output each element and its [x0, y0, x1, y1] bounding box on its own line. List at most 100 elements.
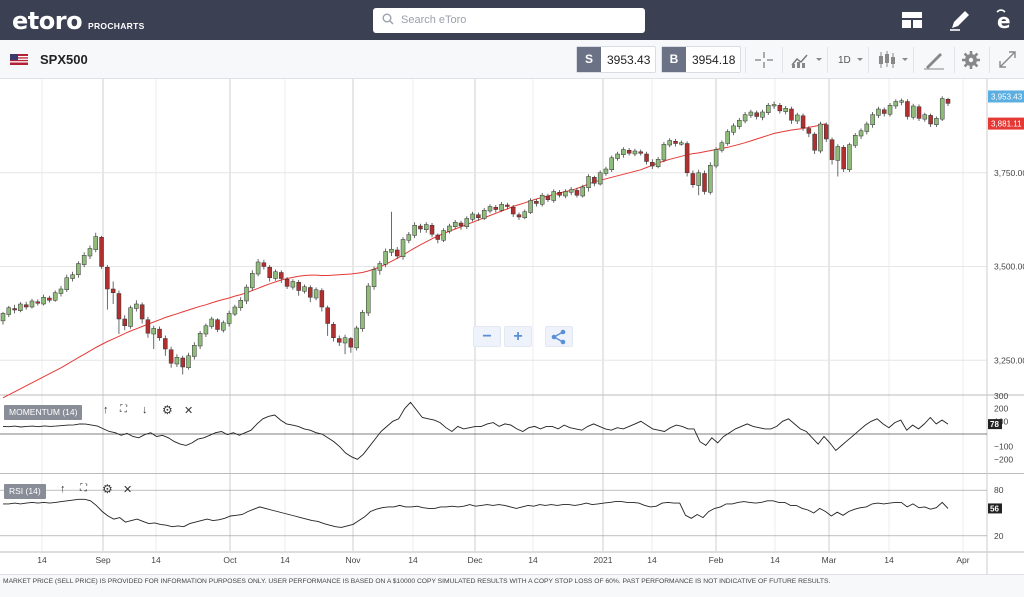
candle-down: [296, 282, 301, 291]
rsi-panel-label: RSI (14): [4, 484, 46, 499]
candle-up: [795, 114, 800, 122]
chart-type-dropdown[interactable]: [868, 47, 912, 73]
candle-down: [592, 177, 597, 184]
close-icon[interactable]: ✕: [184, 405, 194, 417]
candle-up: [893, 101, 899, 107]
ma-value-label: 3,881.11: [991, 120, 1022, 129]
gear-icon[interactable]: ⚙: [102, 482, 113, 496]
candle-up: [766, 105, 771, 113]
candle-down: [145, 319, 151, 334]
arrow-up-icon[interactable]: ↑: [103, 404, 109, 416]
top-bar: etoro PROCHARTS Search eToro e: [0, 0, 1024, 40]
rsi-plot: [3, 498, 949, 528]
sell-button[interactable]: S 3953.43: [576, 46, 656, 73]
momentum-tick-label: −100: [994, 442, 1013, 452]
candle-up: [742, 114, 748, 122]
candle-down: [545, 195, 551, 200]
etoro-e-icon[interactable]: e: [991, 6, 1019, 34]
expand-icon: [999, 51, 1016, 68]
candle-down: [574, 190, 580, 196]
x-tick-label: Sep: [95, 555, 110, 565]
drawing-tools-button[interactable]: [913, 47, 953, 73]
gear-icon[interactable]: ⚙: [162, 403, 173, 417]
candle-up: [597, 172, 603, 185]
x-tick-label: 14: [280, 555, 290, 565]
momentum-tick-label: −200: [994, 454, 1013, 464]
candle-up: [313, 289, 319, 299]
candle-up: [568, 189, 574, 193]
candle-up: [128, 307, 133, 327]
fullscreen-button[interactable]: [989, 47, 1024, 73]
candle-up: [0, 313, 6, 322]
candle-up: [737, 120, 742, 127]
candle-up: [400, 239, 406, 257]
momentum-value-label: 78: [990, 420, 999, 429]
chart-area[interactable]: 3,250.00 3,500.00 3,750.00 3,953.43 3,881.11…: [0, 79, 1024, 574]
procharts-label: PROCHARTS: [88, 21, 145, 31]
candle-up: [847, 144, 852, 170]
candle-up: [621, 149, 626, 155]
close-icon[interactable]: ✕: [123, 484, 133, 496]
candle-up: [41, 297, 46, 305]
candle-up: [209, 318, 214, 327]
search-icon: [382, 13, 394, 25]
candle-up: [667, 140, 672, 146]
chart-toolbar: SPX500 S 3953.43 B 3954.18 1D: [0, 40, 1024, 79]
buy-label: B: [662, 47, 686, 72]
candle-up: [371, 269, 377, 287]
candle-up: [70, 274, 75, 279]
candle-up: [250, 273, 255, 289]
candle-down: [905, 101, 910, 117]
candle-down: [812, 133, 817, 151]
pencil-icon[interactable]: [946, 6, 974, 34]
y-tick-label: 3,500.00: [994, 262, 1024, 272]
price-plot: [0, 96, 951, 399]
x-tick-label: 14: [408, 555, 418, 565]
gear-icon: [962, 51, 980, 69]
candle-down: [168, 349, 174, 364]
maximize-icon[interactable]: ⛶: [120, 404, 127, 415]
candle-down: [308, 287, 313, 298]
arrow-up-icon[interactable]: ↑: [60, 483, 66, 495]
etoro-logo[interactable]: etoro: [12, 7, 83, 35]
candle-up: [412, 225, 417, 236]
search-input[interactable]: Search eToro: [401, 14, 467, 26]
candle-up: [632, 150, 638, 155]
momentum-line: [2, 401, 949, 460]
candle-up: [383, 251, 388, 265]
candle-down: [105, 267, 110, 290]
svg-text:e: e: [997, 9, 1011, 33]
indicators-button[interactable]: [782, 47, 826, 73]
y-axis: 3,250.00 3,500.00 3,750.00 3,953.43 3,881.11…: [988, 90, 1024, 541]
candle-up: [464, 218, 470, 227]
candle-up: [238, 300, 243, 308]
x-tick-label: Mar: [822, 555, 837, 565]
arrow-down-icon[interactable]: ↓: [142, 404, 148, 416]
candle-up: [586, 176, 591, 188]
zoom-in-button[interactable]: +: [504, 326, 532, 347]
candle-down: [800, 115, 806, 128]
candle-up: [725, 131, 730, 144]
crosshair-button[interactable]: [745, 47, 781, 73]
candle-down: [331, 324, 336, 338]
candle-up: [748, 111, 754, 116]
buy-button[interactable]: B 3954.18: [661, 46, 741, 73]
candle-down: [684, 143, 690, 173]
timeframe-dropdown[interactable]: 1D: [827, 47, 867, 73]
x-tick-label: 2021: [594, 555, 613, 565]
candle-down: [261, 262, 267, 267]
candle-down: [881, 109, 887, 114]
layout-icon[interactable]: [898, 6, 926, 34]
disclaimer-bar: MARKET PRICE (SELL PRICE) IS PROVIDED FO…: [0, 574, 1024, 597]
x-axis: 14 Sep 14 Oct 14 Nov 14 Dec 14 2021 14 Feb 14 Mar 14 Ap…: [37, 555, 970, 565]
zoom-out-button[interactable]: −: [473, 326, 501, 347]
x-tick-label: Dec: [467, 555, 483, 565]
candle-down: [626, 150, 632, 154]
search-box[interactable]: Search eToro: [373, 8, 645, 33]
settings-button[interactable]: [954, 47, 988, 73]
candle-down: [829, 139, 835, 160]
maximize-icon[interactable]: ⛶: [80, 483, 87, 494]
share-button[interactable]: [545, 326, 573, 347]
candle-up: [487, 206, 493, 212]
candle-up: [81, 255, 87, 265]
